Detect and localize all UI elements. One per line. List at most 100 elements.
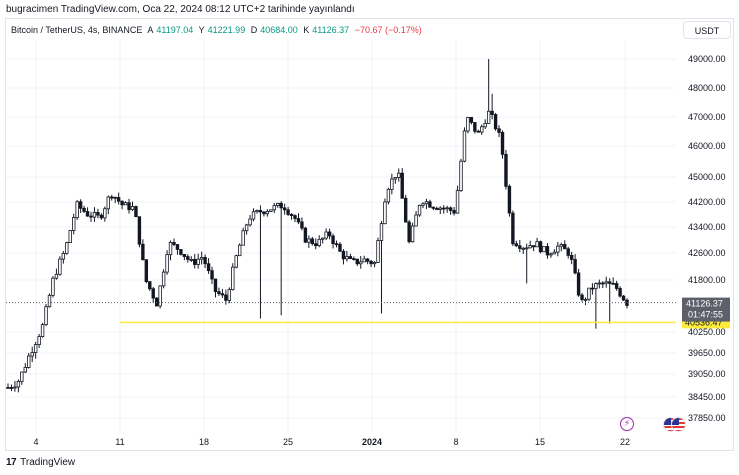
currency-button[interactable]: USDT bbox=[683, 21, 731, 39]
y-tick-label: 43400.00 bbox=[688, 222, 726, 232]
candle-body bbox=[106, 196, 110, 210]
candle-body bbox=[514, 243, 519, 247]
candle-body bbox=[486, 110, 491, 124]
candle-body bbox=[497, 128, 501, 133]
candle-body bbox=[545, 246, 550, 256]
x-tick-label: 15 bbox=[535, 437, 545, 447]
candle-body bbox=[158, 285, 162, 307]
legend-low-label: D bbox=[250, 25, 258, 35]
candle-body bbox=[103, 208, 107, 219]
candle-body bbox=[258, 210, 263, 213]
candle-body bbox=[525, 247, 529, 250]
candle-body bbox=[431, 206, 436, 209]
candle-body bbox=[9, 387, 14, 389]
candle-body bbox=[231, 266, 235, 291]
candle-body bbox=[227, 289, 232, 301]
candle-body bbox=[452, 210, 456, 214]
candle-body bbox=[569, 254, 574, 260]
legend-change: −70.67 (−0.17%) bbox=[354, 25, 422, 35]
candle-body bbox=[590, 287, 595, 290]
candle-body bbox=[601, 282, 605, 285]
candle-body bbox=[576, 272, 581, 296]
y-tick-label: 40250.00 bbox=[688, 327, 726, 337]
candle-body bbox=[196, 258, 200, 265]
candle-body bbox=[165, 254, 169, 273]
candle-body bbox=[6, 387, 10, 389]
x-tick-label: 4 bbox=[33, 437, 38, 447]
candle-body bbox=[262, 211, 266, 215]
candle-body bbox=[282, 207, 287, 211]
candle-body bbox=[251, 211, 256, 220]
candle-body bbox=[40, 324, 45, 337]
candle-body bbox=[47, 294, 52, 308]
candle-body bbox=[442, 207, 446, 210]
horizontal-line-label: 40536.47 bbox=[685, 317, 723, 327]
candle-body bbox=[293, 215, 297, 219]
candle-body bbox=[65, 242, 69, 254]
candle-body bbox=[608, 281, 612, 284]
us-flag-icon[interactable] bbox=[672, 418, 685, 431]
candle-body bbox=[123, 202, 128, 206]
candle-body bbox=[327, 231, 332, 237]
candle-body bbox=[154, 297, 159, 307]
candle-body bbox=[120, 200, 124, 206]
price-badge-countdown: 01:47:55 bbox=[688, 310, 723, 320]
candle-body bbox=[44, 306, 48, 326]
candle-body bbox=[234, 255, 238, 268]
candle-body bbox=[130, 206, 135, 211]
candle-body bbox=[417, 204, 422, 216]
y-tick-label: 48000.00 bbox=[688, 83, 726, 93]
y-tick-label: 41800.00 bbox=[688, 275, 726, 285]
y-tick-label: 45000.00 bbox=[688, 172, 726, 182]
candle-body bbox=[552, 251, 557, 255]
candle-body bbox=[186, 256, 190, 260]
candle-body bbox=[604, 281, 608, 284]
candle-body bbox=[99, 214, 104, 219]
candle-body bbox=[507, 185, 512, 214]
candle-body bbox=[175, 244, 180, 250]
legend-symbol: Bitcoin / TetherUS, 4s, BINANCE bbox=[11, 25, 143, 35]
candle-body bbox=[531, 245, 536, 248]
candle-body bbox=[462, 130, 467, 162]
candle-body bbox=[483, 122, 487, 128]
candle-body bbox=[331, 235, 335, 245]
candle-body bbox=[296, 218, 301, 223]
candle-body bbox=[92, 211, 97, 218]
candle-body bbox=[428, 201, 432, 208]
y-tick-label: 37850.00 bbox=[688, 413, 726, 423]
candle-body bbox=[193, 259, 197, 265]
candle-body bbox=[16, 380, 21, 388]
candle-body bbox=[127, 202, 131, 211]
x-tick-label: 11 bbox=[115, 437, 124, 447]
candle-body bbox=[618, 288, 622, 297]
candle-body bbox=[362, 258, 366, 263]
candle-body bbox=[390, 178, 394, 190]
legend-close-label: K bbox=[303, 25, 310, 35]
candle-body bbox=[20, 371, 24, 382]
candle-body bbox=[141, 243, 145, 261]
candle-body bbox=[116, 197, 121, 202]
candle-body bbox=[244, 224, 249, 232]
candle-body bbox=[82, 207, 86, 212]
candle-body bbox=[199, 257, 204, 260]
candle-body bbox=[96, 211, 100, 216]
candle-body bbox=[597, 282, 602, 285]
candle-body bbox=[220, 293, 225, 296]
candle-body bbox=[556, 245, 560, 253]
candle-body bbox=[300, 221, 304, 229]
chart-frame bbox=[5, 18, 734, 451]
candle-body bbox=[241, 230, 245, 246]
candle-body bbox=[224, 294, 228, 301]
candle-body bbox=[179, 249, 183, 255]
candle-body bbox=[535, 241, 539, 248]
candle-body bbox=[445, 207, 449, 210]
candle-body bbox=[13, 386, 17, 389]
candle-body bbox=[542, 246, 546, 253]
candle-body bbox=[85, 211, 90, 217]
candle-body bbox=[466, 117, 470, 132]
y-tick-label: 49000.00 bbox=[688, 54, 726, 64]
candle-body bbox=[37, 336, 41, 345]
candle-body bbox=[587, 287, 591, 300]
lightning-icon[interactable]: ⚡ bbox=[620, 417, 634, 431]
